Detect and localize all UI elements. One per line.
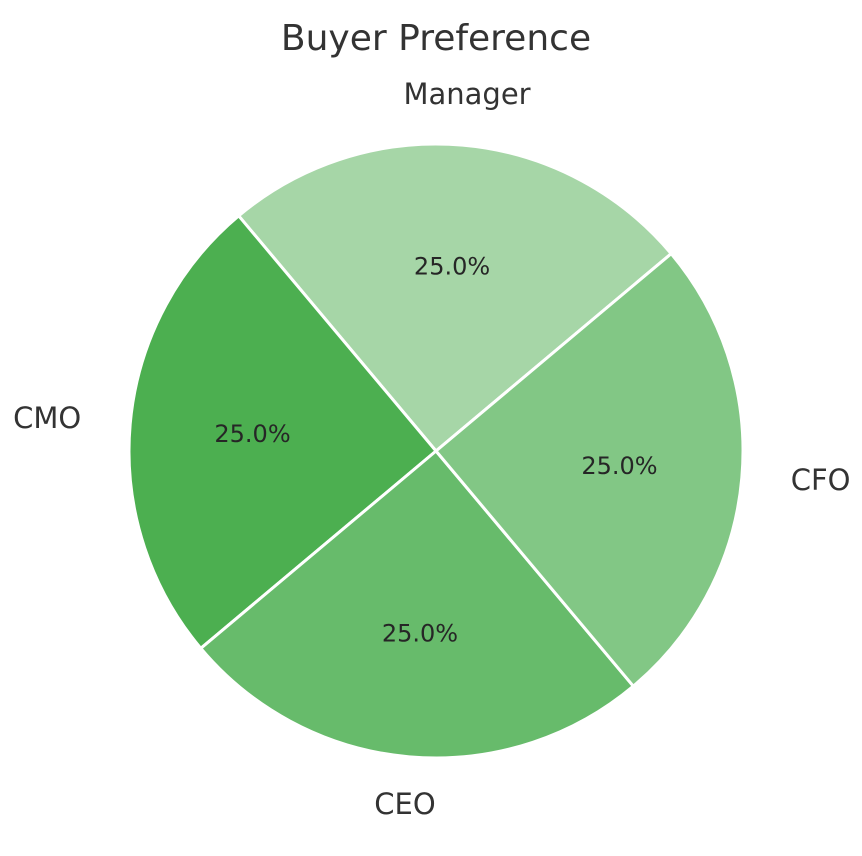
chart-title: Buyer Preference xyxy=(281,18,591,59)
percent-label-ceo: 25.0% xyxy=(382,619,458,647)
pie-slices xyxy=(127,142,745,760)
pie-slice-cfo xyxy=(434,252,745,688)
pie-slice-cmo xyxy=(127,214,438,650)
percent-label-cfo: 25.0% xyxy=(581,452,657,480)
slice-label-ceo: CEO xyxy=(374,787,435,821)
pie-slice-manager xyxy=(237,142,673,453)
slice-label-manager: Manager xyxy=(403,77,530,111)
pie-labels: Manager 25.0% CMO 25.0% CEO 25.0% CFO 25.0% xyxy=(13,77,850,821)
pie-slice-ceo xyxy=(199,449,635,760)
percent-label-manager: 25.0% xyxy=(414,253,490,281)
percent-label-cmo: 25.0% xyxy=(214,420,290,448)
slice-label-cfo: CFO xyxy=(791,463,851,497)
slice-label-cmo: CMO xyxy=(13,401,81,435)
